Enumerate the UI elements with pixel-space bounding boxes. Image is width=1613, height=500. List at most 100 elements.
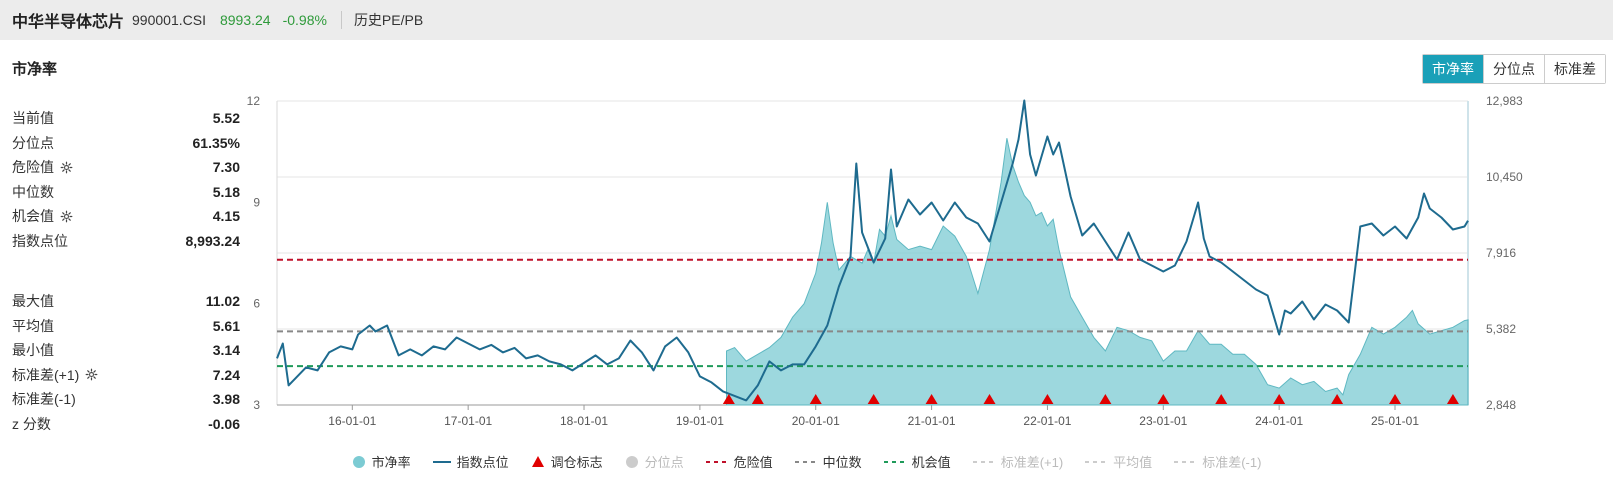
pb-area-series — [725, 138, 1469, 406]
rebalance-marker — [1157, 394, 1170, 404]
stat-label: 指数点位 — [12, 231, 68, 251]
stat-label: 中位数 — [12, 182, 54, 202]
x-tick-label: 23-01-01 — [1139, 414, 1187, 428]
rebalance-marker — [722, 394, 735, 404]
stat-label: 危险值 — [12, 157, 73, 177]
legend-item[interactable]: 标准差(-1) — [1174, 452, 1261, 471]
stat-label: 分位点 — [12, 133, 54, 153]
y-left-tick-label: 12 — [247, 94, 261, 108]
stat-label: 最小值 — [12, 340, 54, 360]
stat-label: z 分数 — [12, 414, 51, 434]
rebalance-marker — [751, 394, 764, 404]
index-name: 中华半导体芯片 — [12, 14, 125, 31]
rebalance-marker — [1331, 394, 1344, 404]
legend-item[interactable]: 指数点位 — [432, 452, 509, 471]
history-pe-pb-link[interactable]: 历史PE/PB — [353, 12, 424, 28]
gear-icon[interactable] — [60, 161, 73, 174]
rebalance-marker — [1446, 394, 1459, 404]
legend-item[interactable]: 中位数 — [794, 452, 862, 471]
legend-item[interactable]: 机会值 — [883, 452, 951, 471]
rebalance-marker — [983, 394, 996, 404]
rebalance-marker — [809, 394, 822, 404]
stat-value: 11.02 — [205, 293, 240, 310]
stat-row: 当前值 5.52 — [12, 106, 240, 131]
y-right-tick-label: 5,382 — [1486, 322, 1516, 336]
stat-value: 3.14 — [212, 342, 240, 359]
stat-value: 61.35% — [192, 134, 240, 151]
metric-tabs: 市净率 分位点 标准差 — [1422, 54, 1606, 84]
rebalance-marker — [925, 394, 938, 404]
stat-value: 7.24 — [212, 366, 240, 383]
gear-icon[interactable] — [85, 368, 98, 381]
y-left-tick-label: 3 — [253, 398, 260, 412]
stat-row: 标准差(-1) 3.98 — [12, 387, 240, 412]
stat-row: 机会值 4.15 — [12, 204, 240, 229]
stat-value: 4.15 — [212, 208, 240, 225]
rebalance-marker — [867, 394, 880, 404]
legend-label: 机会值 — [911, 455, 951, 470]
header-divider — [340, 11, 342, 29]
stat-label: 标准差(+1) — [12, 365, 98, 385]
stat-label-text: 机会值 — [12, 208, 54, 225]
stat-value: 5.61 — [212, 317, 240, 334]
legend-label: 平均值 — [1113, 455, 1153, 470]
legend-triangle-icon — [531, 455, 544, 467]
index-code: 990001.CSI — [132, 12, 206, 28]
stat-row: 平均值 5.61 — [12, 314, 240, 339]
x-tick-label: 22-01-01 — [1023, 414, 1071, 428]
x-tick-label: 18-01-01 — [560, 414, 608, 428]
legend-dash-icon — [1085, 460, 1108, 463]
stat-row: 危险值 7.30 — [12, 155, 240, 180]
x-tick-label: 24-01-01 — [1255, 414, 1303, 428]
rebalance-marker — [1273, 394, 1286, 404]
legend-item[interactable]: 分位点 — [625, 452, 684, 471]
stat-label-text: 指数点位 — [12, 232, 68, 249]
rebalance-marker — [1215, 394, 1228, 404]
tab-stddev[interactable]: 标准差 — [1544, 55, 1605, 83]
x-tick-label: 16-01-01 — [328, 414, 376, 428]
stat-label-text: 最大值 — [12, 293, 54, 310]
legend-item[interactable]: 标准差(+1) — [972, 452, 1063, 471]
index-header: 中华半导体芯片 990001.CSI 8993.24 -0.98% 历史PE/P… — [0, 0, 1613, 40]
legend-dash-icon — [972, 460, 995, 463]
y-right-tick-label: 7,916 — [1486, 246, 1516, 260]
legend-item[interactable]: 调仓标志 — [531, 452, 603, 471]
y-right-tick-label: 2,848 — [1486, 398, 1516, 412]
stat-value: 5.18 — [212, 183, 240, 200]
gear-icon[interactable] — [60, 210, 73, 223]
x-tick-label: 25-01-01 — [1371, 414, 1419, 428]
stat-row: 指数点位 8,993.24 — [12, 229, 240, 254]
stat-row: 中位数 5.18 — [12, 180, 240, 205]
legend-label: 标准差(-1) — [1202, 455, 1262, 470]
stat-value: 5.52 — [212, 110, 240, 127]
legend-label: 中位数 — [822, 455, 862, 470]
legend-item[interactable]: 平均值 — [1085, 452, 1152, 471]
rebalance-marker — [1099, 394, 1112, 404]
tab-percentile[interactable]: 分位点 — [1483, 55, 1544, 83]
stat-row: 最小值 3.14 — [12, 338, 240, 363]
legend-label: 市净率 — [371, 455, 411, 470]
x-tick-label: 21-01-01 — [908, 414, 956, 428]
stat-label-text: 当前值 — [12, 110, 54, 127]
legend-item[interactable]: 市净率 — [352, 452, 411, 471]
legend-dash-icon — [794, 460, 817, 463]
stat-label-text: 分位点 — [12, 134, 54, 151]
x-tick-label: 17-01-01 — [444, 414, 492, 428]
legend-item[interactable]: 危险值 — [705, 452, 773, 471]
legend-label: 危险值 — [733, 455, 773, 470]
stats-panel: 当前值 5.52 分位点 61.35% 危险值 7.30 中位数 5.18 机会值 4.15 指数点… — [12, 106, 240, 436]
legend-dash-icon — [1174, 460, 1197, 463]
stat-label-text: 标准差(+1) — [12, 366, 80, 383]
stat-label-text: 标准差(-1) — [12, 391, 76, 408]
legend-dot-icon — [625, 455, 638, 468]
tab-pb[interactable]: 市净率 — [1423, 55, 1483, 83]
y-left-tick-label: 9 — [253, 195, 260, 209]
stat-value: -0.06 — [208, 415, 240, 432]
stat-label-text: 平均值 — [12, 317, 54, 334]
legend-dot-icon — [352, 455, 365, 468]
rebalance-marker — [1389, 394, 1402, 404]
y-right-tick-label: 12,983 — [1486, 94, 1523, 108]
legend-dash-icon — [883, 460, 906, 463]
chart-legend: 市净率 指数点位 调仓标志 分位点 危险值 中位数 机会值 标准差(+1) 平均值 标准差(-1) — [0, 452, 1613, 471]
stat-label: 标准差(-1) — [12, 389, 76, 409]
